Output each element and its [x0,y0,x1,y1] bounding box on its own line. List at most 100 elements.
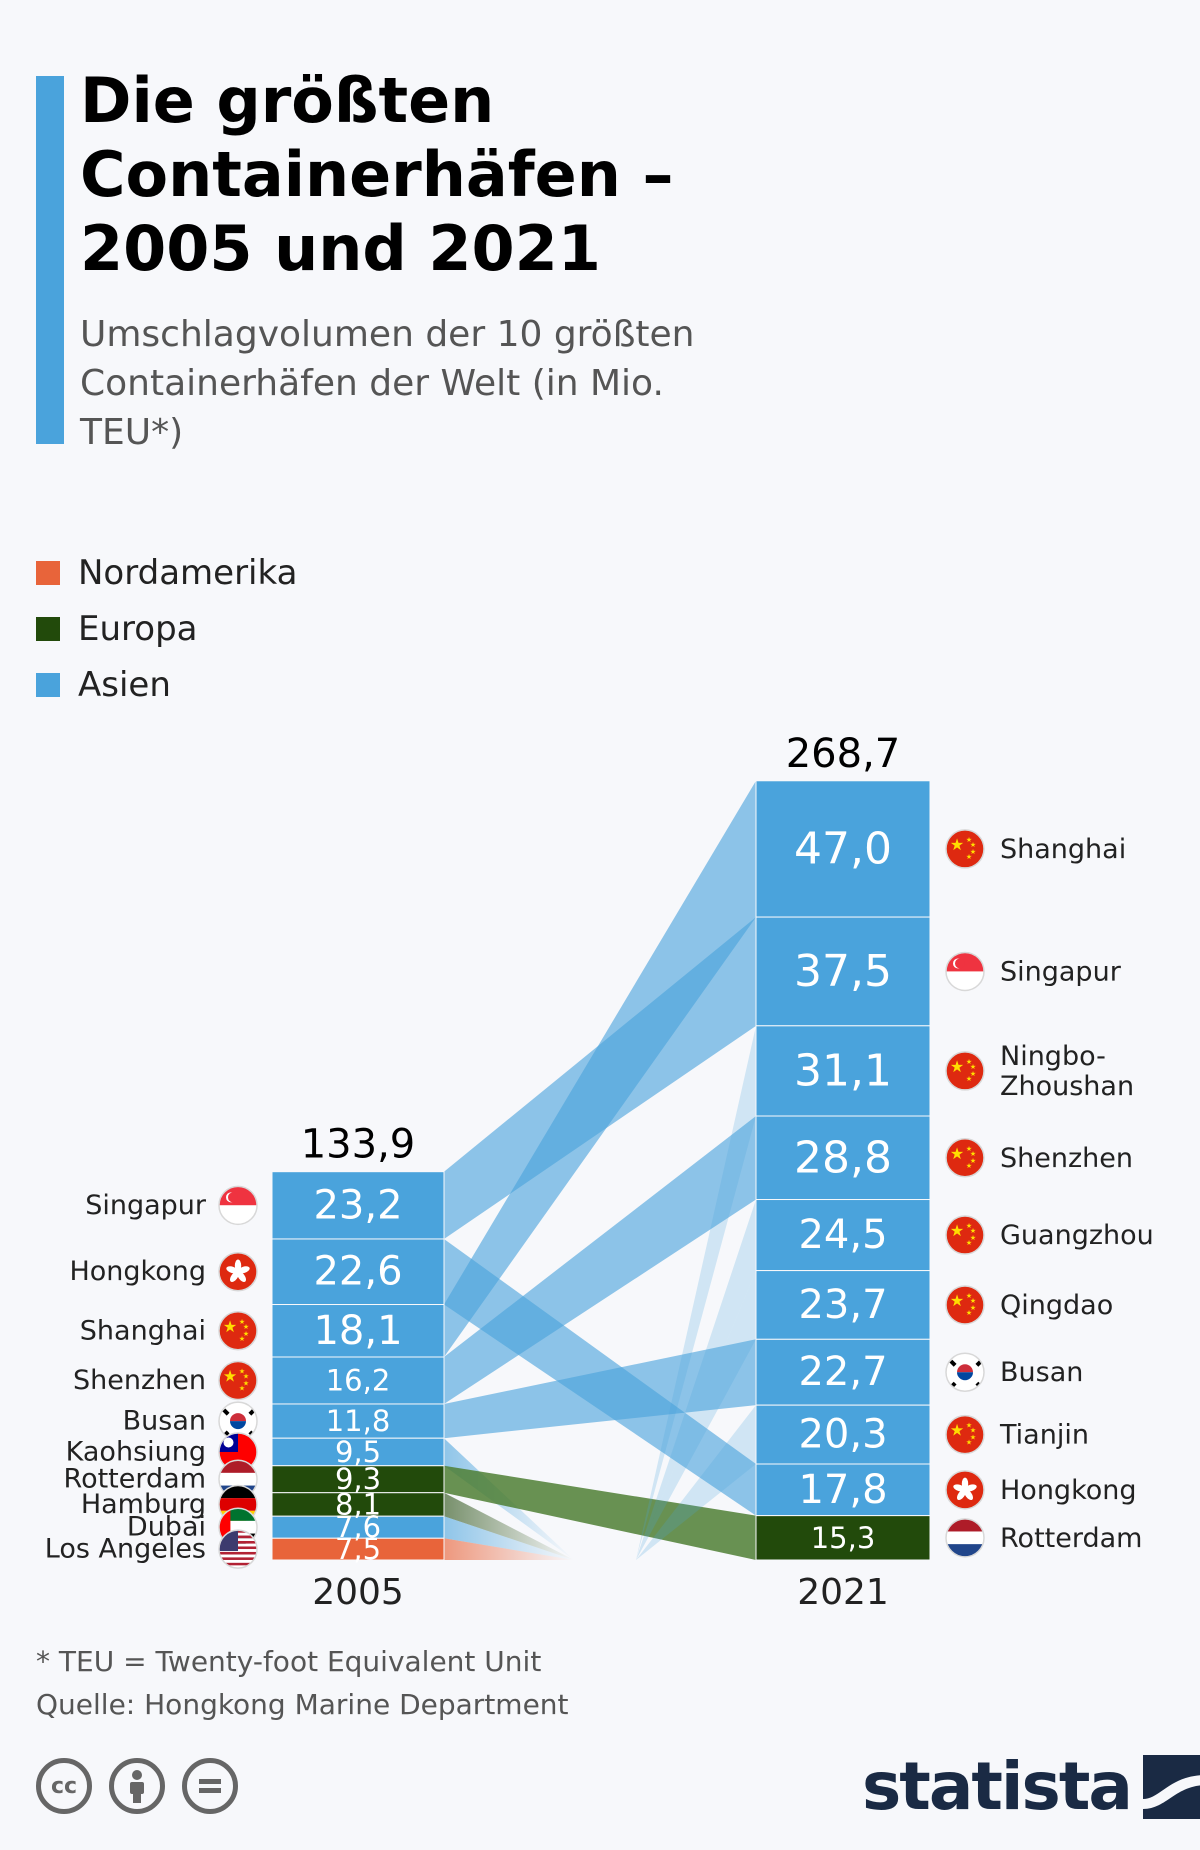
flow-band-fading-hamburg [444,1492,574,1560]
port-label-line: Rotterdam [1000,1522,1142,1553]
flag-small-star: ★ [970,1427,976,1435]
value-label: 7,5 [335,1532,381,1566]
legend-swatch-asien [36,673,60,697]
china-flag-icon: ★ ★★★★ [218,1311,258,1351]
flow-band-incoming-guangzhou [636,1199,756,1560]
flag-white-stripe [219,1559,257,1563]
title-accent-bar [36,76,64,444]
port-label: Ningbo-Zhoushan [1000,1040,1134,1101]
flag-small-star: ★ [966,1309,972,1317]
port-label: Los Angeles [45,1534,206,1565]
flag-field [946,1216,984,1255]
flag-red-stripe [219,1562,257,1566]
equals-icon [199,1779,221,1793]
flag-small-star: ★ [970,1157,976,1165]
china-flag-icon: ★ ★★★★ [945,1051,985,1091]
flag-field [946,829,984,868]
port-label-line: Guangzhou [1000,1220,1154,1251]
flag-trigram [949,1359,957,1367]
flag-small-star: ★ [239,1367,245,1375]
value-label: 16,2 [326,1363,391,1397]
port-label: Rotterdam [64,1464,206,1495]
value-label: 9,3 [335,1462,381,1496]
flag-small-star: ★ [970,848,976,856]
flag-small-star: ★ [243,1372,249,1380]
flag-border [945,951,985,992]
value-label: 11,8 [326,1404,391,1438]
china-flag-icon: ★ ★★★★ [945,1285,985,1325]
value-label: 23,2 [313,1182,402,1228]
legend: Nordamerika Europa Asien [36,545,297,713]
flag-red-stripe [219,1551,257,1555]
flow-band-shenzhen [444,1116,756,1404]
flag-star: ★ [223,1368,237,1385]
flag-border [945,829,985,869]
bar-segment-shenzhen [755,1115,931,1201]
flag-star: ★ [950,1059,964,1076]
flag-field [219,1311,257,1350]
flag-petal [237,1266,250,1274]
port-label-line: Shenzhen [1000,1142,1133,1173]
flag-star: ★ [950,1146,964,1163]
brand-wordmark: statista [862,1748,1133,1825]
flag-small-star: ★ [970,841,976,849]
flag-small-star: ★ [970,1063,976,1071]
flag-red-half [219,1186,257,1206]
bar-segment-busan [755,1338,931,1406]
legend-label: Nordamerika [78,553,298,593]
bar-segment-guangzhou [755,1199,931,1272]
flag-petal [237,1271,246,1282]
port-label-line: Zhoushan [1000,1070,1134,1101]
flag-small-star: ★ [966,853,972,861]
flag-small-star: ★ [970,1150,976,1158]
flag-body: ★ ★★★★ [946,1285,984,1324]
flag-red-stripe [219,1498,257,1511]
flag-border [945,1414,985,1455]
port-label-line: Singapur [1000,956,1122,987]
port-label: Hongkong [69,1256,206,1287]
stacked-bars [271,780,931,1561]
port-label-line: Busan [1000,1357,1083,1388]
cc-icon: cc [36,1758,92,1814]
port-label: Shenzhen [73,1365,206,1396]
value-label: 31,1 [794,1045,892,1096]
statista-logo-icon [1142,1754,1200,1819]
flow-band-rotterdam [444,1465,756,1560]
flag-small-star: ★ [966,1075,972,1083]
flag-small-star: ★ [966,1439,972,1447]
bar-segment-shanghai [755,780,931,918]
flow-band-fading-dubai [444,1516,574,1560]
port-label: Dubai [127,1512,206,1543]
flow-band-incoming-tianjin [636,1405,756,1560]
x-tick-label: 2021 [797,1572,889,1613]
statista-logo[interactable]: statista [862,1748,1200,1825]
flag-petal [953,1484,966,1492]
flag-border [945,1470,985,1510]
flag-border [945,1518,985,1558]
port-label: Shanghai [1000,833,1126,864]
port-label-line: Ningbo- [1000,1040,1106,1071]
flag-white-stripe [946,1531,984,1545]
value-label: 37,5 [794,946,892,997]
flag-border [218,1311,258,1351]
port-label-line: Tianjin [999,1419,1089,1450]
total-label: 268,7 [786,731,901,777]
flag-small-star: ★ [970,1434,976,1442]
flag-petal [964,1484,977,1492]
flag-border [945,1352,985,1392]
flow-band-shanghai [444,780,756,1357]
x-tick-label: 2005 [312,1572,404,1613]
value-label: 15,3 [811,1521,876,1555]
flag-white-stripe [219,1554,257,1558]
flag-border [218,1251,258,1292]
flag-border [218,1529,258,1569]
flag-body [219,1186,257,1225]
value-label: 9,5 [335,1435,381,1469]
value-label: 28,8 [794,1132,892,1183]
chart-subtitle: Umschlagvolumen der 10 größten Container… [80,314,695,453]
flag-field [946,1051,984,1090]
source-text: Quelle: Hongkong Marine Department [36,1688,569,1721]
port-label: Singapur [85,1190,207,1221]
port-label: Shanghai [80,1315,206,1346]
